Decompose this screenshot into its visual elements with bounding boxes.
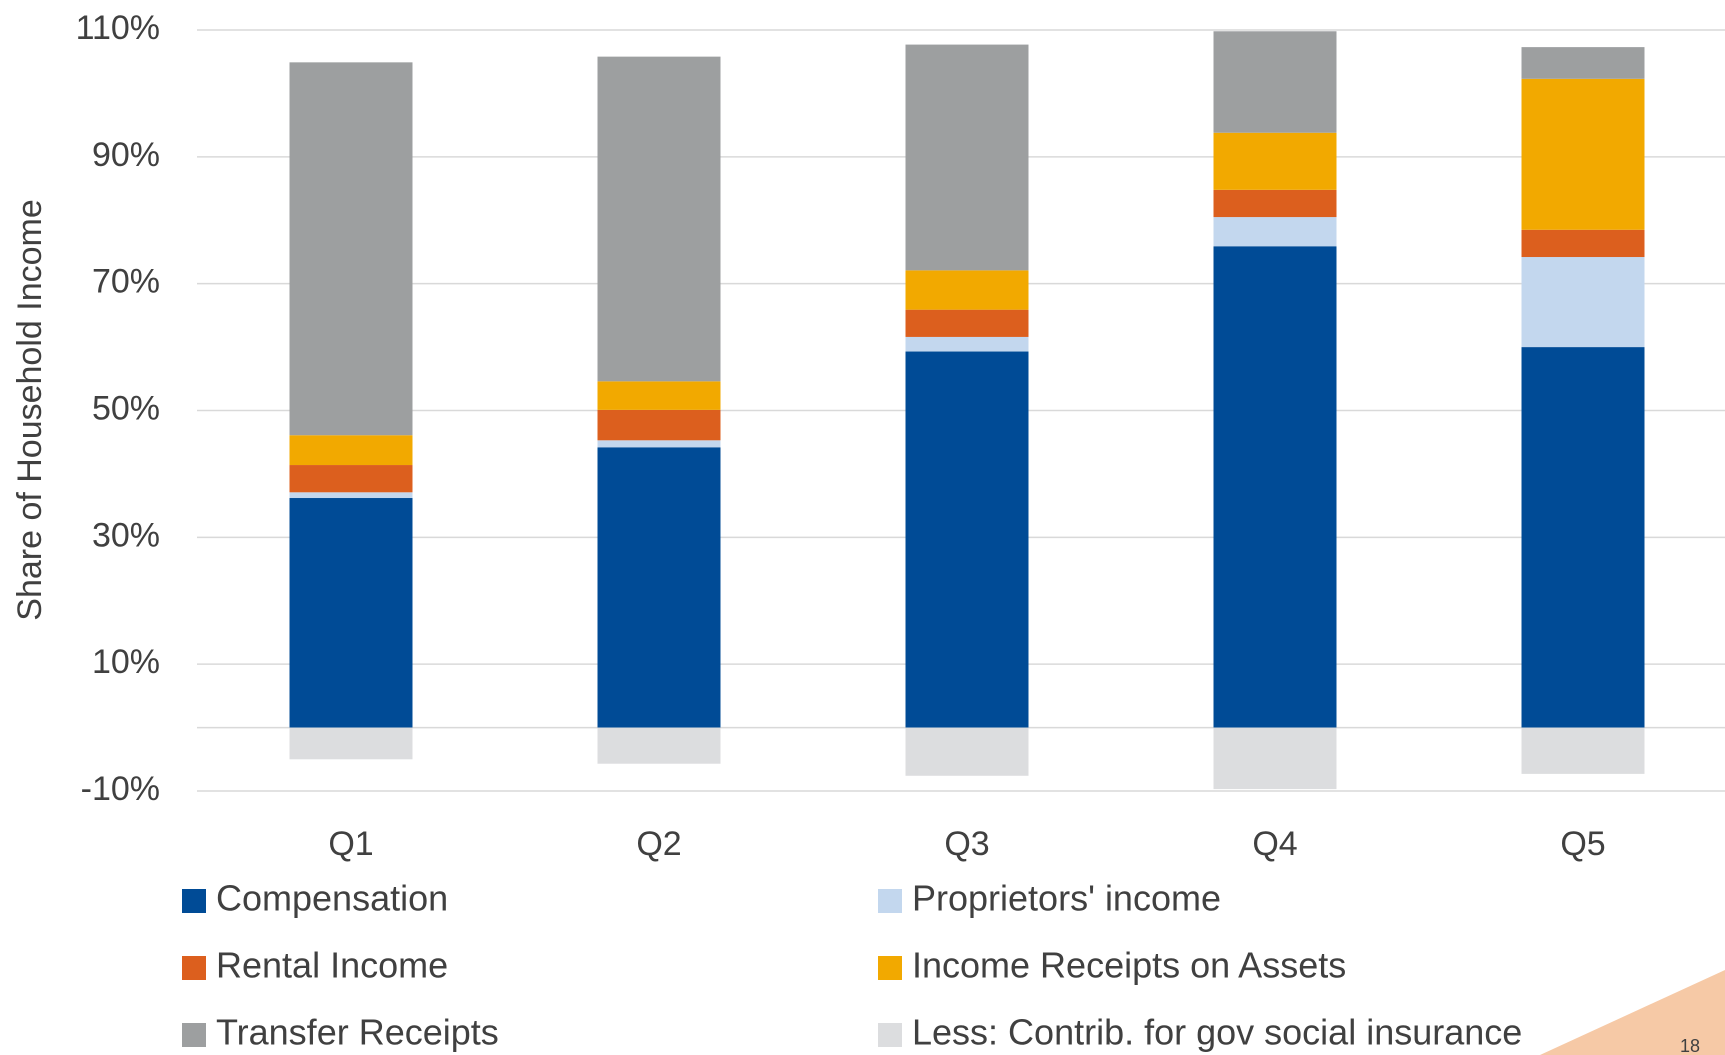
bar-segment [905, 44, 1029, 271]
y-tick-label: 110% [76, 9, 160, 47]
bar-segment [905, 351, 1029, 728]
x-tick-label: Q3 [944, 825, 989, 863]
bar-segment [1521, 727, 1645, 774]
bar-segment [1213, 217, 1337, 247]
bar-segment [905, 727, 1029, 776]
legend-swatch [878, 956, 902, 980]
legend-swatch [182, 956, 206, 980]
legend-swatch [878, 1023, 902, 1047]
x-tick-label: Q4 [1252, 825, 1297, 863]
bar-segment [289, 435, 413, 466]
y-tick-label: 70% [92, 263, 160, 301]
legend-label: Rental Income [216, 945, 448, 986]
bar-segment [1521, 229, 1645, 258]
y-tick-label: 90% [92, 136, 160, 174]
bar-segment [1521, 47, 1645, 79]
x-tick-label: Q2 [636, 825, 681, 863]
bar-segment [597, 440, 721, 448]
decoration [1540, 970, 1725, 1055]
page-number: 18 [1680, 1036, 1700, 1055]
legend-label: Income Receipts on Assets [912, 945, 1346, 986]
bar-segment [905, 309, 1029, 337]
bar-segment [597, 56, 721, 382]
bar-segment [289, 465, 413, 493]
bar-segment [597, 447, 721, 728]
bar-segment [289, 62, 413, 436]
bar-segment [1213, 132, 1337, 190]
bar-segment [597, 727, 721, 764]
y-axis-label: Share of Household Income [11, 199, 49, 620]
x-tick-label: Q5 [1560, 825, 1605, 863]
legend-swatch [182, 1023, 206, 1047]
legend-label: Proprietors' income [912, 878, 1221, 919]
bar-segment [289, 727, 413, 760]
y-tick-label: 50% [92, 389, 160, 427]
legend-swatch [182, 889, 206, 913]
bar-segment [1213, 189, 1337, 218]
bar-segment [289, 498, 413, 728]
bar-segment [1521, 257, 1645, 348]
bar-segment [1213, 727, 1337, 790]
y-tick-label: 10% [92, 643, 160, 681]
legend-label: Transfer Receipts [216, 1012, 499, 1053]
bar-segment [597, 409, 721, 441]
bar-segment [1213, 31, 1337, 133]
legend-label: Less: Contrib. for gov social insurance [912, 1012, 1522, 1053]
bar-segment [1521, 78, 1645, 230]
legend-swatch [878, 889, 902, 913]
y-tick-label: 30% [92, 516, 160, 554]
bar-segment [905, 270, 1029, 310]
bar-segment [1521, 347, 1645, 728]
bar-segment [1213, 246, 1337, 728]
x-tick-label: Q1 [328, 825, 373, 863]
bar-segment [597, 381, 721, 410]
bar-segment [905, 336, 1029, 352]
y-tick-label: -10% [81, 770, 160, 808]
bar-segment [289, 492, 413, 499]
legend-label: Compensation [216, 878, 448, 919]
